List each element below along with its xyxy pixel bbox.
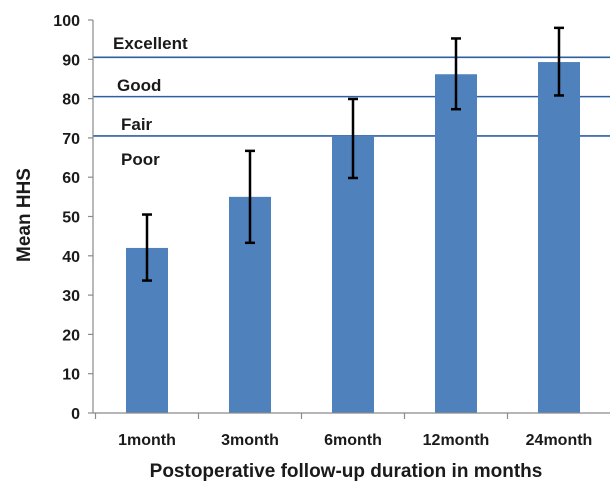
- y-axis-title: Mean HHS: [14, 168, 35, 262]
- y-tick-label: 10: [62, 367, 80, 384]
- bar-24month: [538, 62, 580, 414]
- zone-label-good: Good: [117, 76, 161, 95]
- zone-label-excellent: Excellent: [113, 34, 188, 53]
- x-tick-label: 24month: [526, 432, 593, 449]
- y-tick-label: 60: [62, 170, 80, 187]
- y-tick-label: 100: [53, 13, 80, 30]
- zone-label-poor: Poor: [121, 150, 160, 169]
- y-tick-label: 70: [62, 131, 80, 148]
- y-tick-label: 90: [62, 52, 80, 69]
- x-tick-label: 12month: [423, 432, 490, 449]
- y-tick-label: 80: [62, 92, 80, 109]
- bar-6month: [332, 135, 374, 413]
- bar-12month: [435, 74, 477, 413]
- zone-label-fair: Fair: [121, 115, 153, 134]
- y-tick-label: 30: [62, 288, 80, 305]
- x-tick-label: 1month: [118, 432, 176, 449]
- y-tick-label: 40: [62, 249, 80, 266]
- x-axis-title: Postoperative follow-up duration in mont…: [150, 461, 543, 482]
- x-tick-label: 3month: [221, 432, 279, 449]
- y-tick-label: 20: [62, 327, 80, 344]
- y-tick-label: 50: [62, 210, 80, 227]
- y-tick-label: 0: [71, 406, 80, 423]
- x-tick-label: 6month: [324, 432, 382, 449]
